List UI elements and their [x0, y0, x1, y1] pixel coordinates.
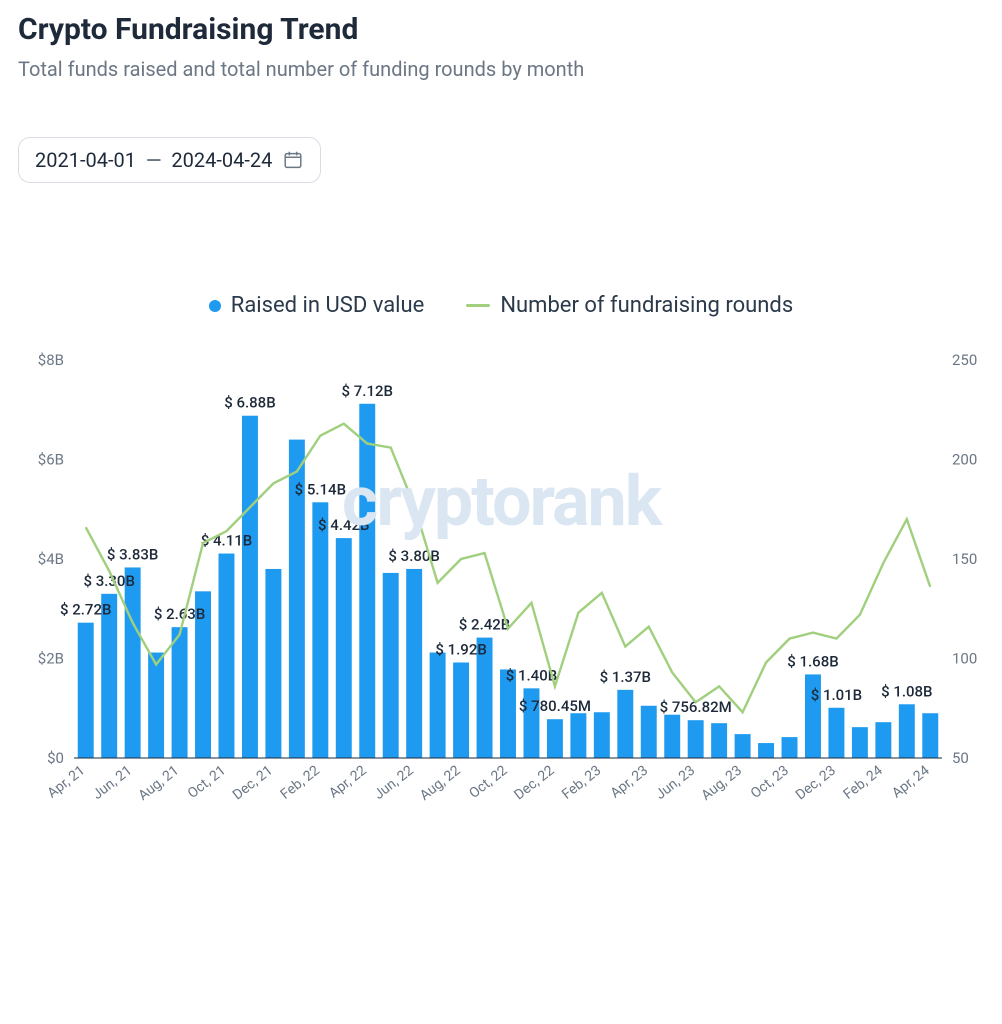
bar[interactable] — [688, 720, 704, 758]
x-tick-label: Dec, 22 — [511, 762, 557, 803]
bar-value-label: $ 2.72B — [60, 601, 111, 619]
calendar-icon — [282, 149, 304, 171]
y-left-tick: $4B — [38, 550, 64, 568]
bar[interactable] — [641, 706, 657, 758]
bar[interactable] — [570, 713, 586, 758]
y-right-tick: 100 — [952, 650, 977, 668]
bar[interactable] — [899, 704, 915, 758]
x-tick-label: Jun, 22 — [371, 762, 417, 802]
x-tick-label: Feb, 23 — [559, 763, 604, 803]
x-tick-label: Apr, 24 — [889, 762, 933, 801]
legend-bars-label: Raised in USD value — [231, 293, 425, 318]
legend-line-label: Number of fundraising rounds — [500, 293, 793, 318]
x-tick-label: Dec, 21 — [230, 763, 276, 804]
bar[interactable] — [359, 404, 375, 758]
y-left-tick: $0 — [47, 749, 64, 767]
bar[interactable] — [711, 723, 727, 758]
bar[interactable] — [852, 727, 868, 758]
x-tick-label: Apr, 22 — [326, 762, 370, 801]
y-right-tick: 50 — [952, 749, 969, 767]
bar[interactable] — [430, 653, 446, 758]
bar-value-label: $ 1.08B — [881, 682, 932, 700]
x-tick-label: Feb, 22 — [278, 762, 323, 802]
bar-value-label: $ 3.83B — [107, 545, 158, 563]
legend-line-icon — [466, 304, 490, 307]
bar[interactable] — [148, 653, 164, 758]
bar[interactable] — [312, 502, 328, 758]
bar[interactable] — [383, 573, 399, 758]
y-left-tick: $2B — [38, 650, 64, 668]
bar[interactable] — [922, 713, 938, 758]
bar-value-label: $ 2.63B — [154, 605, 205, 623]
bar-value-label: $ 1.01B — [811, 686, 862, 704]
date-to: 2024-04-24 — [171, 148, 272, 172]
bar-value-label: $ 5.14B — [295, 480, 346, 498]
bar[interactable] — [828, 708, 844, 758]
x-tick-label: Feb, 24 — [841, 762, 886, 802]
y-right-tick: 250 — [952, 351, 977, 369]
bar[interactable] — [336, 538, 352, 758]
fundraising-chart[interactable]: $0 $2B $4B $6B $8B 50 100 150 200 250 $ 2.72B $ 3.3… — [18, 352, 984, 822]
x-tick-label: Oct, 21 — [185, 763, 229, 802]
bar-value-label: $ 3.30B — [83, 572, 134, 590]
bar[interactable] — [782, 737, 798, 758]
y-right-tick: 200 — [952, 451, 977, 469]
bar-value-label: $ 6.88B — [224, 394, 275, 412]
y-left-tick: $8B — [38, 351, 64, 369]
bar[interactable] — [219, 554, 235, 758]
x-tick-label: Apr, 21 — [45, 763, 89, 802]
bar[interactable] — [242, 416, 258, 758]
bar[interactable] — [406, 569, 422, 758]
x-tick-label: Aug, 21 — [135, 763, 182, 804]
bar[interactable] — [125, 567, 141, 758]
y-left-tick: $6B — [38, 451, 64, 469]
bar[interactable] — [758, 743, 774, 758]
legend-item-bars[interactable]: Raised in USD value — [209, 293, 425, 318]
x-tick-label: Dec, 23 — [793, 763, 839, 804]
x-tick-label: Apr, 23 — [608, 763, 652, 802]
legend-dot-icon — [209, 300, 221, 312]
date-separator: — — [146, 148, 161, 172]
page-title: Crypto Fundraising Trend — [18, 12, 984, 47]
x-tick-label: Oct, 23 — [748, 763, 792, 802]
x-tick-label: Aug, 23 — [698, 763, 745, 804]
bar[interactable] — [735, 734, 751, 758]
bar-value-label: $ 7.12B — [342, 382, 393, 400]
bar[interactable] — [664, 715, 680, 758]
chart-container: cryptorank $0$2B$4B$6B$8B50100150200250$… — [18, 352, 984, 822]
x-tick-label: Oct, 22 — [466, 762, 510, 801]
bar[interactable] — [78, 623, 94, 758]
x-tick-label: Aug, 22 — [417, 762, 464, 803]
x-tick-label: Jun, 21 — [90, 763, 135, 803]
x-tick-label: Jun, 23 — [653, 763, 698, 803]
bar[interactable] — [617, 690, 633, 758]
page-subtitle: Total funds raised and total number of f… — [18, 57, 984, 81]
bar[interactable] — [453, 662, 469, 758]
y-right-tick: 150 — [952, 550, 977, 568]
bar-value-label: $ 1.37B — [600, 668, 651, 686]
bar-value-label: $ 780.45M — [519, 697, 591, 715]
date-range-picker[interactable]: 2021-04-01 — 2024-04-24 — [18, 137, 321, 183]
bar[interactable] — [875, 722, 891, 758]
legend-item-line[interactable]: Number of fundraising rounds — [466, 293, 793, 318]
legend: Raised in USD value Number of fundraisin… — [18, 293, 984, 318]
bar[interactable] — [594, 712, 610, 758]
bar-value-label: $ 2.42B — [459, 616, 510, 634]
bar[interactable] — [172, 627, 188, 758]
bar-value-label: $ 4.42B — [318, 516, 369, 534]
bar[interactable] — [265, 569, 281, 758]
bar-value-label: $ 1.68B — [787, 652, 838, 670]
bar-value-label: $ 1.92B — [435, 640, 486, 658]
bar[interactable] — [547, 719, 563, 758]
date-from: 2021-04-01 — [35, 148, 136, 172]
